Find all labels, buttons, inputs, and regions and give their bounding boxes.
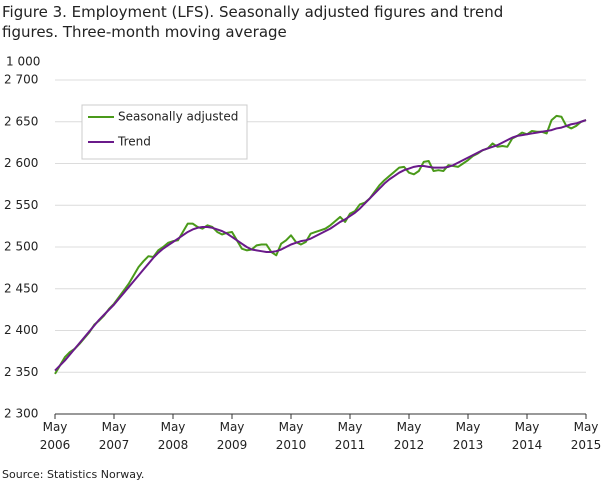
x-tick-label: May 2015 [570, 420, 602, 452]
x-tick-label: May 2009 [216, 420, 248, 452]
x-tick-label: May 2013 [452, 420, 484, 452]
series-line [54, 119, 587, 372]
chart-title: Figure 3. Employment (LFS). Seasonally a… [2, 3, 504, 41]
y-tick-label: 2 700 [4, 73, 38, 87]
series-line [54, 114, 587, 375]
x-tick-label: May 2008 [157, 420, 189, 452]
source: Source: Statistics Norway. [2, 468, 145, 481]
x-tick-label: May 2011 [334, 420, 366, 452]
legend-label: Seasonally adjusted [118, 110, 238, 124]
y-tick-label: 2 350 [4, 365, 38, 379]
y-tick-label: 2 300 [4, 407, 38, 421]
y-tick-label: 2 450 [4, 281, 38, 295]
legend-label: Trend [117, 135, 151, 149]
x-tick-label: May 2014 [511, 420, 543, 452]
y-axis-label: 1 000 [6, 55, 40, 69]
x-tick-label: May 2007 [98, 420, 130, 452]
x-tick-label: May 2010 [275, 420, 307, 452]
y-tick-label: 2 600 [4, 156, 38, 170]
y-tick-label: 2 650 [4, 114, 38, 128]
legend-box [81, 104, 248, 160]
y-tick-label: 2 550 [4, 198, 38, 212]
y-tick-label: 2 400 [4, 323, 38, 337]
x-tick-label: May 2006 [39, 420, 71, 452]
x-tick-label: May 2012 [393, 420, 425, 452]
y-tick-label: 2 500 [4, 240, 38, 254]
